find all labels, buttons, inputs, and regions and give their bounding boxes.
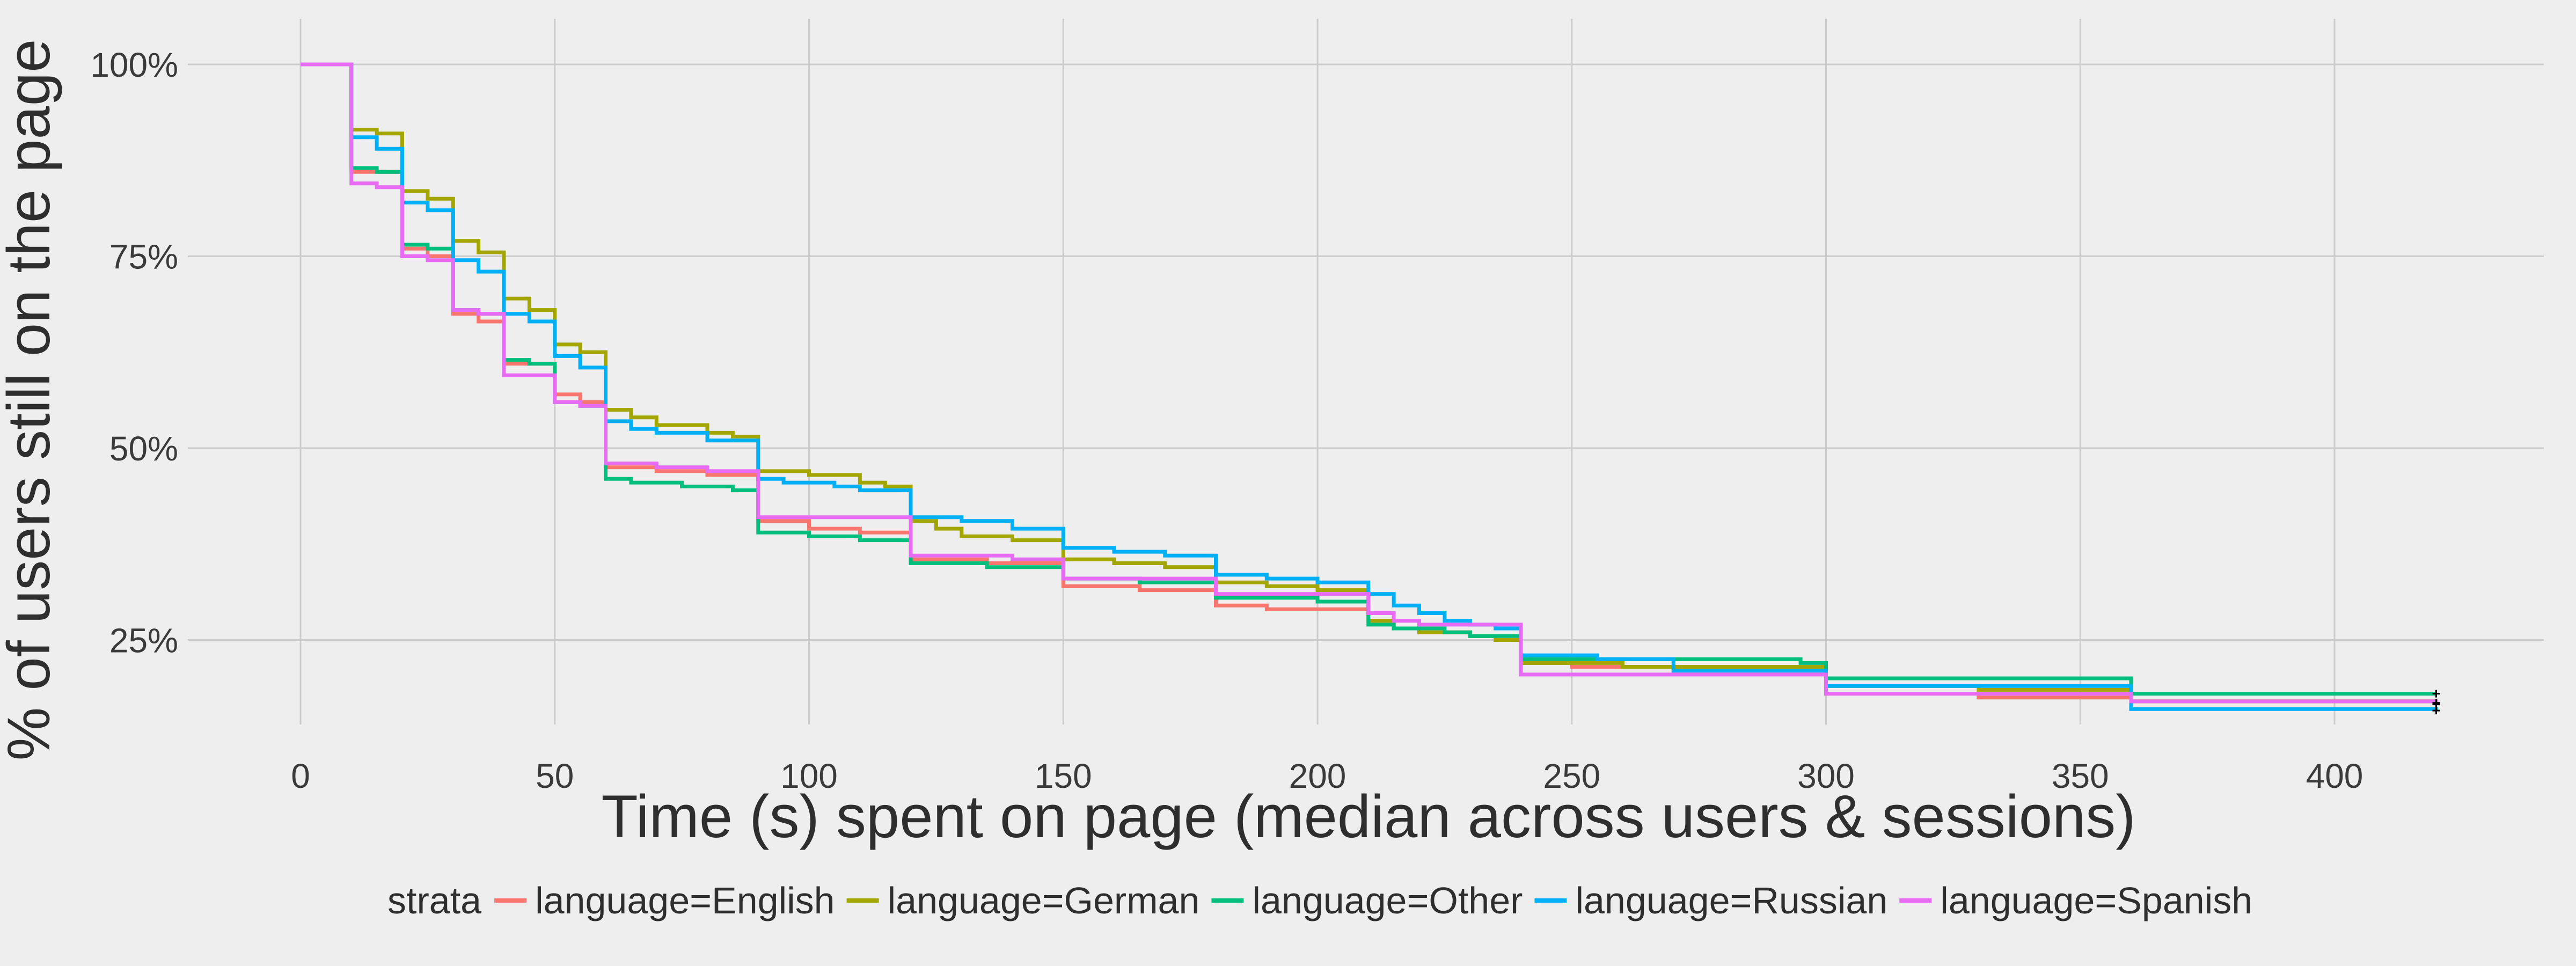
x-tick-label: 250	[1543, 757, 1600, 795]
series-line	[301, 62, 2438, 705]
grid-layer	[188, 19, 2544, 724]
series-layer	[301, 62, 2438, 711]
legend-label: language=Spanish	[1940, 880, 2252, 921]
y-tick-label: 25%	[109, 621, 178, 660]
x-axis-title: Time (s) spent on page (median across us…	[601, 783, 2135, 850]
x-tick-label: 400	[2306, 757, 2363, 795]
series-line	[301, 62, 2438, 704]
axis-layer: 0 50 100 150 200 250 300 350 400 100% 75% 50% 25%	[90, 46, 2363, 795]
legend-label: language=English	[535, 880, 835, 921]
x-tick-label: 200	[1289, 757, 1346, 795]
legend-label: language=Russian	[1575, 880, 1887, 921]
censor-layer	[2432, 690, 2440, 715]
legend: strata language=English language=German lan…	[387, 880, 2252, 921]
y-tick-label: 100%	[90, 46, 178, 84]
x-tick-label: 0	[291, 757, 310, 795]
legend-label: language=Other	[1252, 880, 1523, 921]
y-tick-label: 50%	[109, 429, 178, 468]
y-tick-label: 75%	[109, 238, 178, 276]
y-axis-title: % of users still on the page	[0, 39, 62, 761]
legend-label: language=German	[888, 880, 1200, 921]
x-tick-label: 50	[536, 757, 574, 795]
x-tick-label: 150	[1035, 757, 1092, 795]
x-tick-label: 300	[1797, 757, 1855, 795]
legend-title: strata	[387, 880, 481, 921]
x-tick-label: 100	[780, 757, 838, 795]
x-tick-label: 350	[2052, 757, 2109, 795]
